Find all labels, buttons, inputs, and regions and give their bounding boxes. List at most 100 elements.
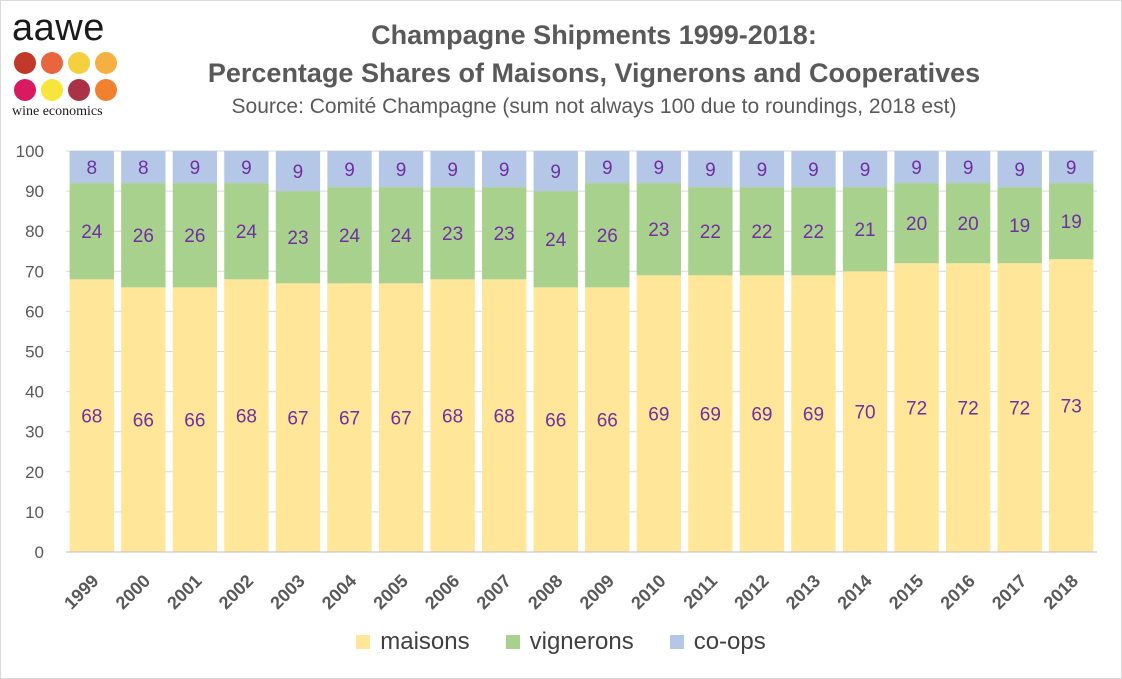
- logo-tagline: wine economics: [12, 104, 103, 119]
- bar-segment-vignerons: [69, 183, 114, 280]
- chart-title-line1: Champagne Shipments 1999-2018:: [371, 20, 817, 50]
- y-tick-label: 50: [25, 343, 44, 362]
- data-label-vignerons: 22: [751, 222, 772, 243]
- logo-dot: [14, 52, 36, 74]
- bar-segment-coops: [430, 151, 475, 188]
- bar-segment-coops: [1049, 151, 1094, 184]
- bar-segment-coops: [378, 151, 424, 188]
- bar-segment-coops: [482, 151, 527, 188]
- data-label-maisons: 68: [81, 407, 102, 428]
- legend-label-coops: co-ops: [693, 628, 766, 655]
- data-label-vignerons: 23: [648, 220, 669, 241]
- data-label-maisons: 67: [391, 409, 412, 430]
- bar-segment-maisons: [739, 275, 785, 552]
- data-label-maisons: 68: [236, 407, 257, 428]
- bar-segment-coops: [842, 151, 888, 188]
- x-tick-label: 2000: [112, 571, 154, 613]
- bar-segment-maisons: [121, 287, 166, 552]
- legend-swatch-vignerons: [505, 635, 520, 649]
- logo-dot: [41, 52, 63, 74]
- bar-segment-maisons: [172, 287, 218, 552]
- legend-item-coops: co-ops: [669, 628, 766, 656]
- data-label-coops: 9: [1014, 160, 1025, 181]
- logo-wordmark: aawe: [12, 7, 105, 49]
- y-tick-label: 70: [25, 262, 44, 281]
- data-label-coops: 9: [808, 160, 819, 181]
- logo-dot: [95, 52, 117, 74]
- bar-segment-maisons: [224, 279, 269, 552]
- data-label-maisons: 66: [597, 411, 618, 432]
- bar-segment-vignerons: [791, 187, 836, 276]
- legend-swatch-coops: [669, 635, 684, 649]
- data-label-coops: 9: [550, 162, 561, 183]
- data-label-vignerons: 26: [133, 226, 154, 247]
- data-label-coops: 9: [757, 160, 768, 181]
- data-label-maisons: 66: [545, 411, 566, 432]
- data-label-maisons: 69: [648, 405, 669, 426]
- data-label-coops: 9: [860, 160, 871, 181]
- x-tick-label: 2011: [679, 571, 721, 613]
- bar-segment-maisons: [945, 263, 991, 552]
- bar-segment-vignerons: [636, 183, 681, 276]
- data-label-vignerons: 26: [597, 226, 618, 247]
- data-label-vignerons: 23: [287, 228, 308, 249]
- data-label-maisons: 66: [184, 411, 205, 432]
- data-label-vignerons: 19: [1061, 212, 1082, 233]
- bar-segment-coops: [585, 151, 630, 184]
- data-label-maisons: 67: [287, 409, 308, 430]
- bar-segment-maisons: [430, 279, 475, 552]
- bar-segment-maisons: [636, 275, 681, 552]
- data-label-vignerons: 24: [391, 226, 413, 247]
- x-tick-label: 2006: [421, 571, 463, 613]
- x-tick-label: 2007: [473, 571, 515, 613]
- bar-segment-coops: [997, 151, 1042, 188]
- data-label-maisons: 67: [339, 409, 360, 430]
- data-label-coops: 9: [705, 160, 716, 181]
- bar-segment-vignerons: [275, 191, 321, 284]
- y-tick-label: 30: [25, 423, 44, 442]
- aawe-logo: aawe wine economics: [12, 8, 132, 123]
- x-tick-label: 2017: [988, 571, 1030, 613]
- bar-segment-maisons: [275, 283, 321, 552]
- bar-segment-coops: [739, 151, 785, 188]
- data-label-vignerons: 23: [494, 224, 515, 245]
- data-label-vignerons: 24: [81, 222, 103, 243]
- chart-legend: maisons vignerons co-ops: [0, 624, 1122, 660]
- data-label-maisons: 69: [700, 405, 721, 426]
- bar-segment-maisons: [791, 275, 836, 552]
- data-label-coops: 9: [190, 158, 201, 179]
- chart-title-line2: Percentage Shares of Maisons, Vignerons …: [207, 58, 981, 88]
- bar-segment-maisons: [842, 271, 888, 552]
- y-tick-label: 20: [25, 463, 44, 482]
- bar-segment-coops: [224, 151, 269, 184]
- data-label-maisons: 66: [133, 411, 154, 432]
- bar-segment-vignerons: [945, 183, 991, 264]
- legend-item-maisons: maisons: [356, 628, 470, 656]
- bar-segment-coops: [69, 151, 114, 184]
- logo-dots: [14, 52, 124, 104]
- bar-segment-vignerons: [430, 187, 475, 280]
- data-label-maisons: 70: [854, 403, 875, 424]
- bar-segment-vignerons: [327, 187, 372, 284]
- y-tick-label: 10: [25, 503, 44, 522]
- data-label-coops: 9: [241, 158, 252, 179]
- x-tick-label: 2005: [369, 571, 411, 613]
- data-label-vignerons: 21: [854, 220, 875, 241]
- logo-dot: [68, 79, 90, 101]
- bar-segment-coops: [636, 151, 681, 184]
- data-label-coops: 9: [963, 158, 974, 179]
- bar-segment-vignerons: [224, 183, 269, 280]
- x-tick-label: 1999: [60, 571, 102, 613]
- y-tick-label: 100: [16, 142, 44, 161]
- bar-segment-vignerons: [688, 187, 733, 276]
- bar-segment-vignerons: [121, 183, 166, 288]
- bar-segment-maisons: [69, 279, 114, 552]
- bar-segment-vignerons: [585, 183, 630, 288]
- bar-segment-coops: [275, 151, 321, 192]
- bar-segment-vignerons: [842, 187, 888, 272]
- x-tick-label: 2018: [1040, 571, 1082, 613]
- bar-segment-vignerons: [894, 183, 939, 264]
- bar-segment-vignerons: [739, 187, 785, 276]
- bar-segment-vignerons: [533, 191, 578, 288]
